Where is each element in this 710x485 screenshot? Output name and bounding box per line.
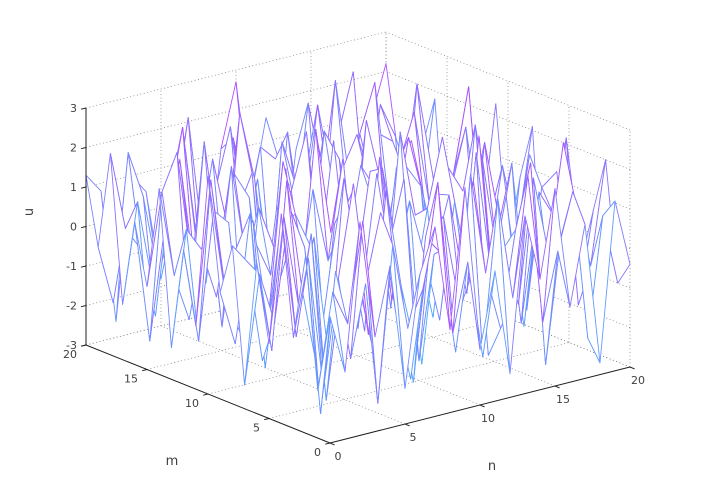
y-tick-label: 20 [63, 348, 77, 361]
x-tick-label: 20 [631, 374, 645, 387]
y-tick-label: 5 [253, 422, 260, 435]
z-tick-label: 3 [70, 102, 77, 115]
z-axis-title: u [22, 208, 37, 216]
x-tick-label: 15 [556, 393, 570, 406]
z-tick-label: -1 [66, 260, 77, 273]
z-tick-label: 2 [70, 142, 77, 155]
x-axis-title: n [488, 459, 496, 474]
mesh-surface [85, 63, 631, 415]
y-tick-label: 0 [314, 446, 321, 459]
y-axis-title: m [166, 454, 179, 469]
z-tick-label: -2 [66, 300, 77, 313]
z-tick-label: 1 [70, 181, 77, 194]
y-tick-label: 10 [185, 397, 199, 410]
x-tick-label: 0 [335, 450, 342, 463]
tick-marks [80, 107, 635, 446]
y-tick-label: 15 [124, 373, 138, 386]
z-tick-label: -3 [66, 339, 77, 352]
z-tick-label: 0 [70, 221, 77, 234]
x-tick-label: 5 [410, 431, 417, 444]
x-tick-label: 10 [481, 412, 495, 425]
axis-titles: n m u [22, 208, 496, 474]
